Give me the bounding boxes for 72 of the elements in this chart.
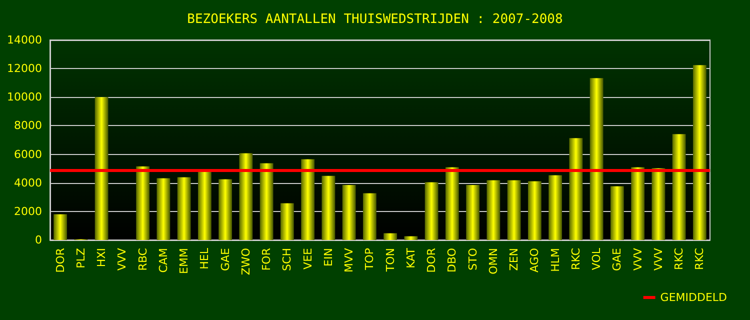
bar xyxy=(404,236,418,240)
bar xyxy=(466,185,480,240)
x-tick-label: CAM xyxy=(156,248,170,273)
y-tick-label: 2000 xyxy=(14,204,42,218)
x-tick-label: TON xyxy=(384,248,397,273)
x-tick-label: VVV xyxy=(631,248,644,271)
x-tick-label: RKC xyxy=(672,248,686,270)
bar xyxy=(692,65,706,240)
bar xyxy=(177,177,191,240)
y-tick-label: 10000 xyxy=(7,90,42,104)
bar xyxy=(342,185,356,240)
bar xyxy=(239,153,253,240)
x-tick-label: RKC xyxy=(693,248,706,270)
bar xyxy=(280,203,294,240)
bar xyxy=(362,193,376,240)
x-tick-label: HXI xyxy=(95,248,108,268)
x-tick-label: KAT xyxy=(404,248,418,268)
y-tick-label: 8000 xyxy=(14,119,42,132)
x-tick-label: RKC xyxy=(569,248,582,270)
x-tick-label: VVV xyxy=(116,248,129,271)
bar xyxy=(218,179,232,240)
y-tick-label: 4000 xyxy=(14,176,42,190)
x-tick-label: STO xyxy=(466,248,480,270)
x-tick-label: AGO xyxy=(528,248,542,273)
x-tick-label: ZWO xyxy=(239,248,252,276)
x-tick-label: FOR xyxy=(260,248,274,271)
bar xyxy=(384,233,398,240)
x-tick-label: VVV xyxy=(652,248,665,271)
bar xyxy=(528,181,542,240)
x-tick-label: MVV xyxy=(342,248,356,273)
x-tick-label: OMN xyxy=(486,248,500,274)
bar xyxy=(54,214,68,240)
bar xyxy=(424,182,438,240)
y-tick-label: 14000 xyxy=(7,34,42,46)
x-tick-label: GAE xyxy=(610,248,624,271)
bar xyxy=(136,166,150,240)
bar xyxy=(445,167,459,240)
x-tick-label: ZEN xyxy=(508,248,521,271)
x-tick-label: RBC xyxy=(136,248,150,271)
x-tick-label: HEL xyxy=(198,247,212,270)
y-tick-label: 6000 xyxy=(14,148,42,161)
bar xyxy=(94,97,108,240)
x-tick-label: DBO xyxy=(446,248,459,272)
y-tick-label: 0 xyxy=(35,234,42,246)
bar xyxy=(322,176,336,240)
x-tick-label: HLM xyxy=(548,248,562,272)
x-tick-label: TOP xyxy=(363,248,376,272)
chart-title: BEZOEKERS AANTALLEN THUISWEDSTRIJDEN : 2007-2008 xyxy=(187,12,563,27)
bar xyxy=(631,167,645,240)
x-tick-label: DOR xyxy=(425,248,438,273)
bar xyxy=(507,180,521,240)
x-tick-label: DOR xyxy=(54,248,67,273)
x-tick-label: VOL xyxy=(590,247,604,270)
bar xyxy=(260,163,274,240)
x-tick-label: PLZ xyxy=(74,248,88,268)
bar xyxy=(590,78,604,240)
x-tick-label: EIN xyxy=(322,248,335,266)
bar xyxy=(672,134,686,240)
y-tick-label: 12000 xyxy=(7,62,42,76)
x-tick-label: GAE xyxy=(218,248,232,271)
bar xyxy=(569,138,583,240)
bar xyxy=(652,168,666,240)
bar xyxy=(156,178,170,240)
bar xyxy=(610,186,624,240)
legend-label: GEMIDDELD xyxy=(660,291,728,304)
x-tick-label: EMM xyxy=(178,248,191,274)
bar xyxy=(548,175,562,240)
bar xyxy=(486,180,500,240)
bar xyxy=(301,159,315,240)
x-tick-label: SCH xyxy=(280,248,294,271)
x-tick-label: VEE xyxy=(301,248,314,270)
bar xyxy=(198,170,212,240)
